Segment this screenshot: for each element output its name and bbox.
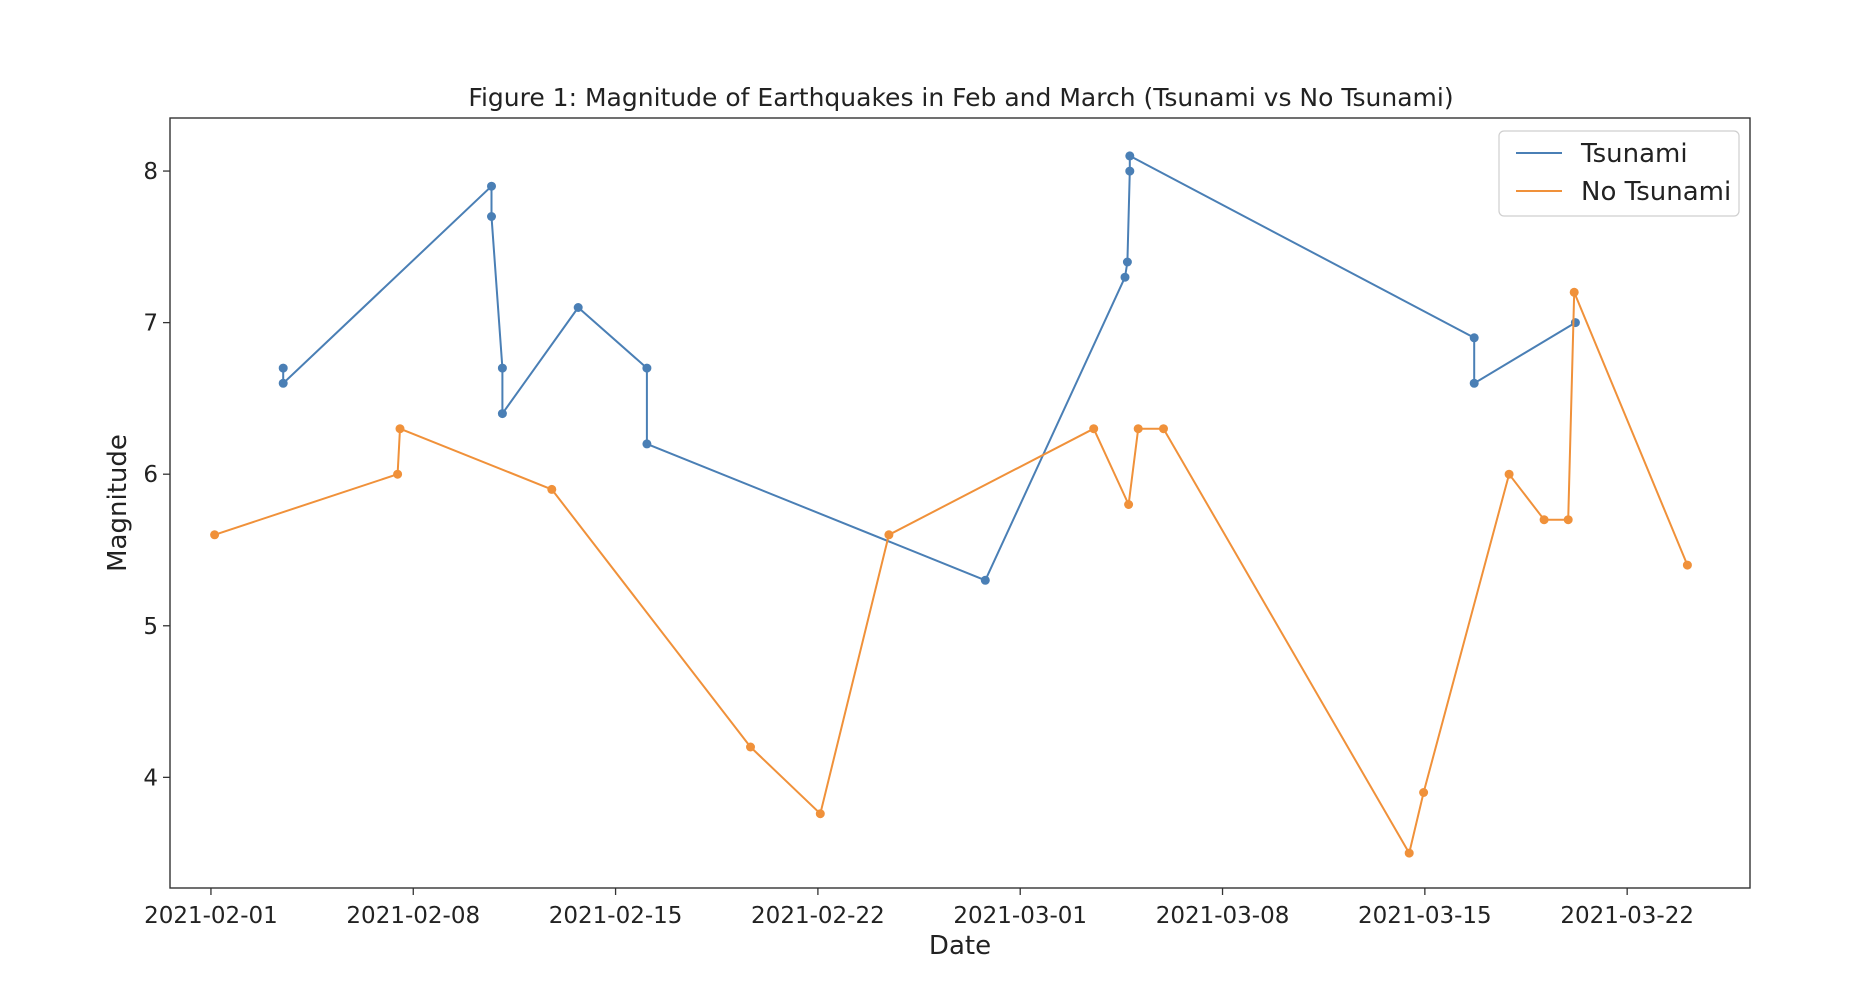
data-point-no-tsunami — [1159, 424, 1168, 434]
data-point-no-tsunami — [1563, 515, 1573, 525]
data-point-tsunami — [497, 409, 507, 419]
data-point-tsunami — [980, 575, 990, 585]
data-point-tsunami — [1122, 257, 1132, 267]
data-point-no-tsunami — [1504, 469, 1514, 479]
x-tick-label: 2021-03-22 — [1560, 903, 1694, 929]
data-point-tsunami — [1125, 166, 1135, 176]
data-point-no-tsunami — [210, 530, 220, 540]
series-tsunami — [278, 151, 1580, 585]
data-point-no-tsunami — [395, 424, 405, 434]
data-point-no-tsunami — [1404, 848, 1414, 858]
data-point-no-tsunami — [1682, 560, 1692, 570]
plot-area-frame — [169, 117, 1751, 889]
data-point-no-tsunami — [1133, 424, 1143, 434]
data-point-tsunami — [642, 439, 652, 449]
x-tick-label: 2021-03-01 — [953, 903, 1087, 929]
series-layer — [210, 151, 1692, 858]
data-point-no-tsunami — [884, 530, 894, 540]
data-point-tsunami — [278, 363, 288, 373]
data-point-tsunami — [487, 212, 496, 221]
data-point-no-tsunami — [746, 742, 755, 752]
y-axis-label: Magnitude — [103, 434, 133, 572]
data-point-tsunami — [497, 363, 507, 373]
data-point-no-tsunami — [547, 484, 557, 494]
data-point-tsunami — [573, 303, 583, 312]
y-tick-label: 6 — [143, 462, 158, 488]
data-point-tsunami — [1570, 318, 1580, 328]
series-no-tsunami — [210, 287, 1692, 858]
data-point-no-tsunami — [1419, 788, 1429, 797]
y-tick-label: 8 — [143, 159, 158, 185]
y-tick-label: 7 — [143, 311, 158, 337]
legend: Tsunami No Tsunami — [1498, 130, 1740, 217]
y-tick-label: 4 — [143, 765, 158, 791]
data-point-no-tsunami — [1569, 287, 1579, 297]
x-axis-ticks: 2021-02-01 2021-02-08 2021-02-15 2021-02-22… — [144, 888, 1694, 929]
data-point-no-tsunami — [1089, 424, 1099, 434]
x-tick-label: 2021-02-08 — [346, 903, 480, 929]
data-point-tsunami — [278, 378, 288, 388]
legend-label-no-tsunami: No Tsunami — [1581, 177, 1731, 207]
y-axis-ticks: 4 5 6 7 8 — [143, 159, 170, 791]
x-axis-label: Date — [929, 931, 991, 961]
data-point-no-tsunami — [393, 469, 403, 479]
data-point-no-tsunami — [1124, 500, 1134, 509]
x-tick-label: 2021-03-08 — [1156, 903, 1290, 929]
x-tick-label: 2021-03-15 — [1358, 903, 1492, 929]
data-point-tsunami — [1469, 378, 1479, 388]
data-point-tsunami — [487, 181, 496, 191]
data-point-tsunami — [1469, 333, 1479, 343]
x-tick-label: 2021-02-22 — [751, 903, 885, 929]
x-tick-label: 2021-02-15 — [549, 903, 683, 929]
x-tick-label: 2021-02-01 — [144, 903, 278, 929]
y-tick-label: 5 — [143, 614, 158, 640]
data-point-no-tsunami — [815, 809, 825, 819]
data-point-tsunami — [1125, 151, 1135, 161]
data-point-no-tsunami — [1539, 515, 1549, 525]
data-point-tsunami — [1120, 272, 1130, 282]
data-point-tsunami — [642, 363, 652, 373]
legend-label-tsunami: Tsunami — [1580, 139, 1688, 169]
chart-title: Figure 1: Magnitude of Earthquakes in Fe… — [468, 83, 1453, 112]
